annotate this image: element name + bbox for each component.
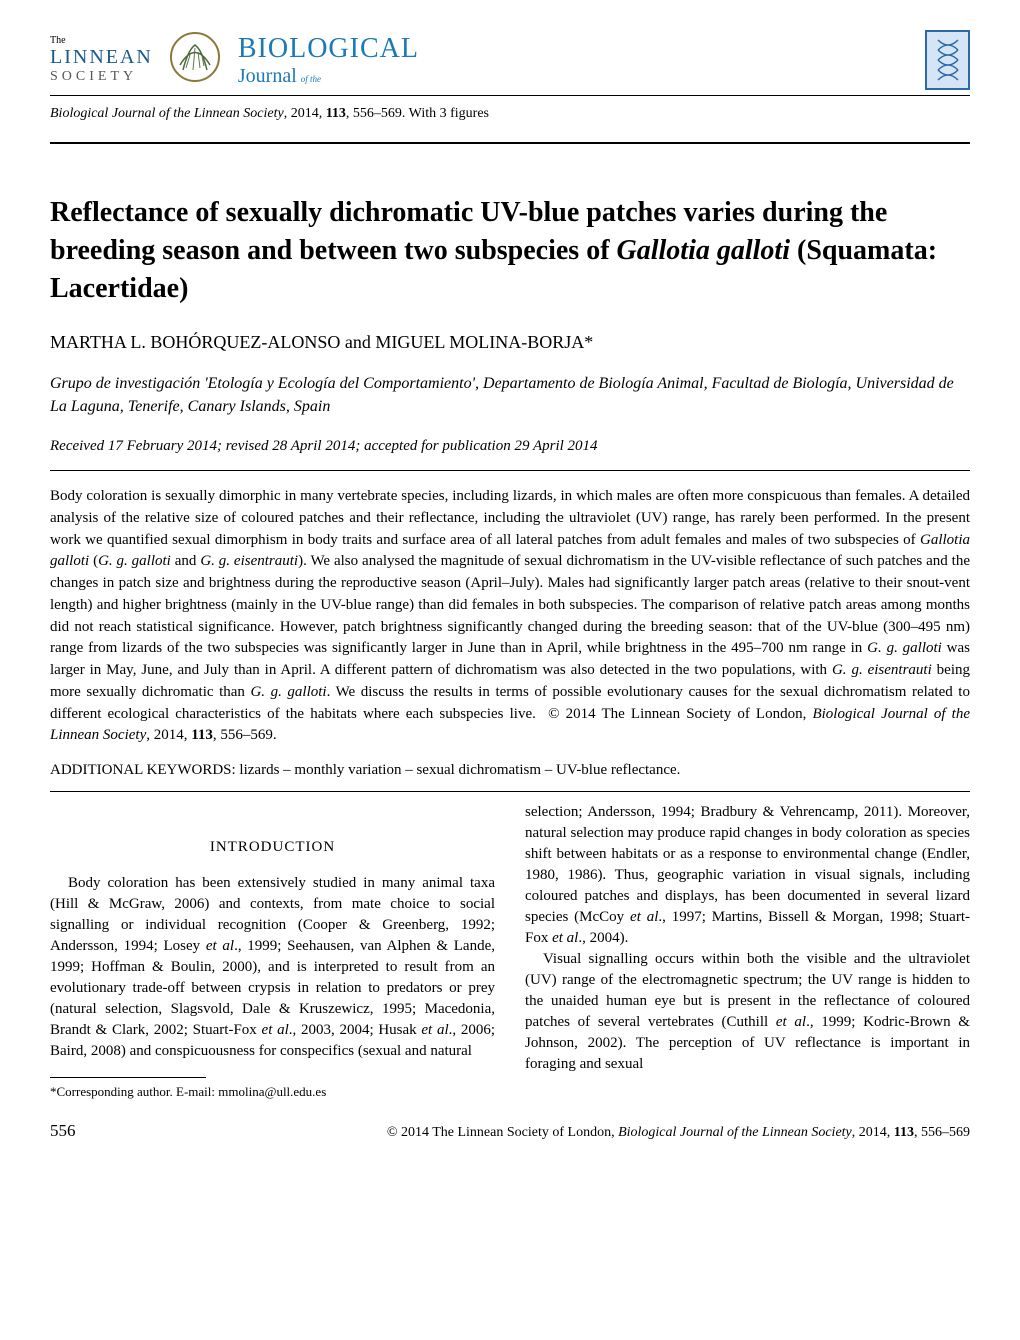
linnean-seal-icon xyxy=(168,30,223,90)
intro-para-1-cont: selection; Andersson, 1994; Bradbury & V… xyxy=(525,802,970,949)
authors: MARTHA L. BOHÓRQUEZ-ALONSO and MIGUEL MO… xyxy=(50,332,970,353)
citation-journal: Biological Journal of the Linnean Societ… xyxy=(50,106,284,121)
intro-para-1: Body coloration has been extensively stu… xyxy=(50,873,495,1062)
journal-header: The LINNEAN SOCIETY BIOLOGICAL Journal o… xyxy=(50,30,970,90)
left-column: INTRODUCTION Body coloration has been ex… xyxy=(50,802,495,1101)
of-the-text: of the xyxy=(301,74,321,84)
body-columns: INTRODUCTION Body coloration has been ex… xyxy=(50,802,970,1101)
abstract-rule-bottom xyxy=(50,791,970,792)
intro-para-2: Visual signalling occurs within both the… xyxy=(525,949,970,1075)
intro-heading: INTRODUCTION xyxy=(50,837,495,858)
linnean-logo-text: The LINNEAN SOCIETY xyxy=(50,35,153,85)
citation-pages: 556–569 xyxy=(353,106,402,121)
header-rule xyxy=(50,95,970,96)
dna-icon xyxy=(925,30,970,90)
abstract: Body coloration is sexually dimorphic in… xyxy=(50,486,970,747)
article-title: Reflectance of sexually dichromatic UV-b… xyxy=(50,194,970,307)
keywords-text: lizards – monthly variation – sexual dic… xyxy=(239,762,680,778)
linnean-society: SOCIETY xyxy=(50,69,153,85)
right-column: selection; Andersson, 1994; Bradbury & V… xyxy=(525,802,970,1101)
header-left: The LINNEAN SOCIETY BIOLOGICAL Journal o… xyxy=(50,30,419,90)
citation-year: 2014 xyxy=(291,106,319,121)
footer-copyright: © 2014 The Linnean Society of London, Bi… xyxy=(387,1125,970,1141)
citation-line: Biological Journal of the Linnean Societ… xyxy=(50,106,970,122)
footnote-rule xyxy=(50,1077,206,1078)
journal-title-block: BIOLOGICAL Journal of the xyxy=(238,33,419,88)
biological-text: BIOLOGICAL xyxy=(238,33,419,65)
title-rule-top xyxy=(50,142,970,144)
affiliation: Grupo de investigación 'Etología y Ecolo… xyxy=(50,373,970,418)
article-dates: Received 17 February 2014; revised 28 Ap… xyxy=(50,438,970,455)
citation-volume: 113 xyxy=(326,106,346,121)
page-number: 556 xyxy=(50,1121,76,1141)
page-footer: 556 © 2014 The Linnean Society of London… xyxy=(50,1121,970,1141)
abstract-rule-top xyxy=(50,470,970,471)
linnean-the: The xyxy=(50,35,153,46)
keywords-line: ADDITIONAL KEYWORDS: lizards – monthly v… xyxy=(50,762,970,779)
corresponding-footnote: *Corresponding author. E-mail: mmolina@u… xyxy=(50,1083,495,1101)
linnean-main: LINNEAN xyxy=(50,46,153,69)
keywords-label: ADDITIONAL KEYWORDS: xyxy=(50,762,236,778)
citation-figures: With 3 figures xyxy=(409,106,489,121)
journal-text: Journal xyxy=(238,65,297,87)
